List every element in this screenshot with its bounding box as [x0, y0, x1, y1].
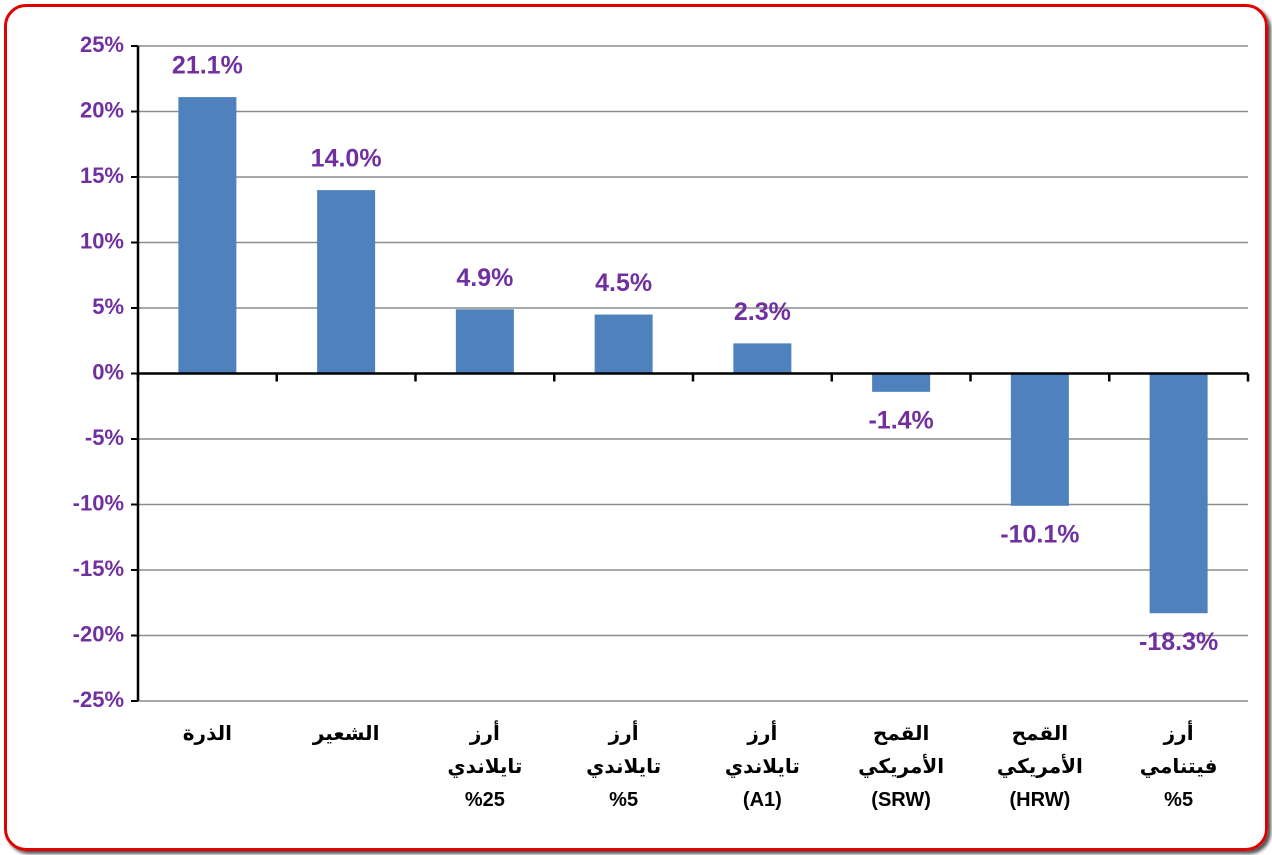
bar: [1149, 373, 1208, 614]
y-tick-label: -5%: [85, 425, 124, 450]
x-tick-label: أرز فيتنامي 5%: [1139, 723, 1218, 811]
y-tick-label: 15%: [80, 163, 124, 188]
y-tick-label: 0%: [92, 359, 124, 384]
y-tick-label: -10%: [73, 490, 124, 515]
bar: [317, 190, 376, 374]
bar: [1010, 373, 1069, 506]
x-tick-label: أرز تايلاندي 25%: [447, 723, 523, 811]
value-label: 4.9%: [456, 264, 513, 292]
bar: [872, 373, 931, 392]
x-tick-label: أرز تايلاندي 5%: [586, 723, 662, 811]
y-tick-label: 5%: [92, 294, 124, 319]
y-tick-label: 20%: [80, 97, 124, 122]
y-tick-label: 10%: [80, 228, 124, 253]
value-label: 4.5%: [595, 269, 652, 297]
y-tick-label: -25%: [73, 687, 124, 712]
value-label: 2.3%: [734, 298, 791, 326]
x-tick-label: الذرة: [182, 723, 232, 745]
y-tick-label: -20%: [73, 621, 124, 646]
bar: [594, 314, 653, 374]
x-tick-label: الشعير: [312, 723, 380, 745]
bar: [455, 309, 514, 374]
x-tick-label: القمح الأمريكي (HRW): [996, 723, 1083, 811]
bar: [178, 97, 237, 374]
bar: [733, 343, 792, 374]
chart-frame: [4, 4, 1268, 851]
value-label: 21.1%: [172, 52, 243, 80]
x-tick-label: أرز تايلاندي (A1): [724, 723, 800, 811]
y-tick-label: 25%: [80, 32, 124, 57]
value-label: -1.4%: [868, 406, 933, 434]
x-tick-label: القمح الأمريكي (SRW): [858, 723, 945, 811]
y-tick-label: -15%: [73, 556, 124, 581]
value-label: 14.0%: [311, 145, 382, 173]
value-label: -18.3%: [1139, 628, 1218, 656]
value-label: -10.1%: [1000, 520, 1079, 548]
